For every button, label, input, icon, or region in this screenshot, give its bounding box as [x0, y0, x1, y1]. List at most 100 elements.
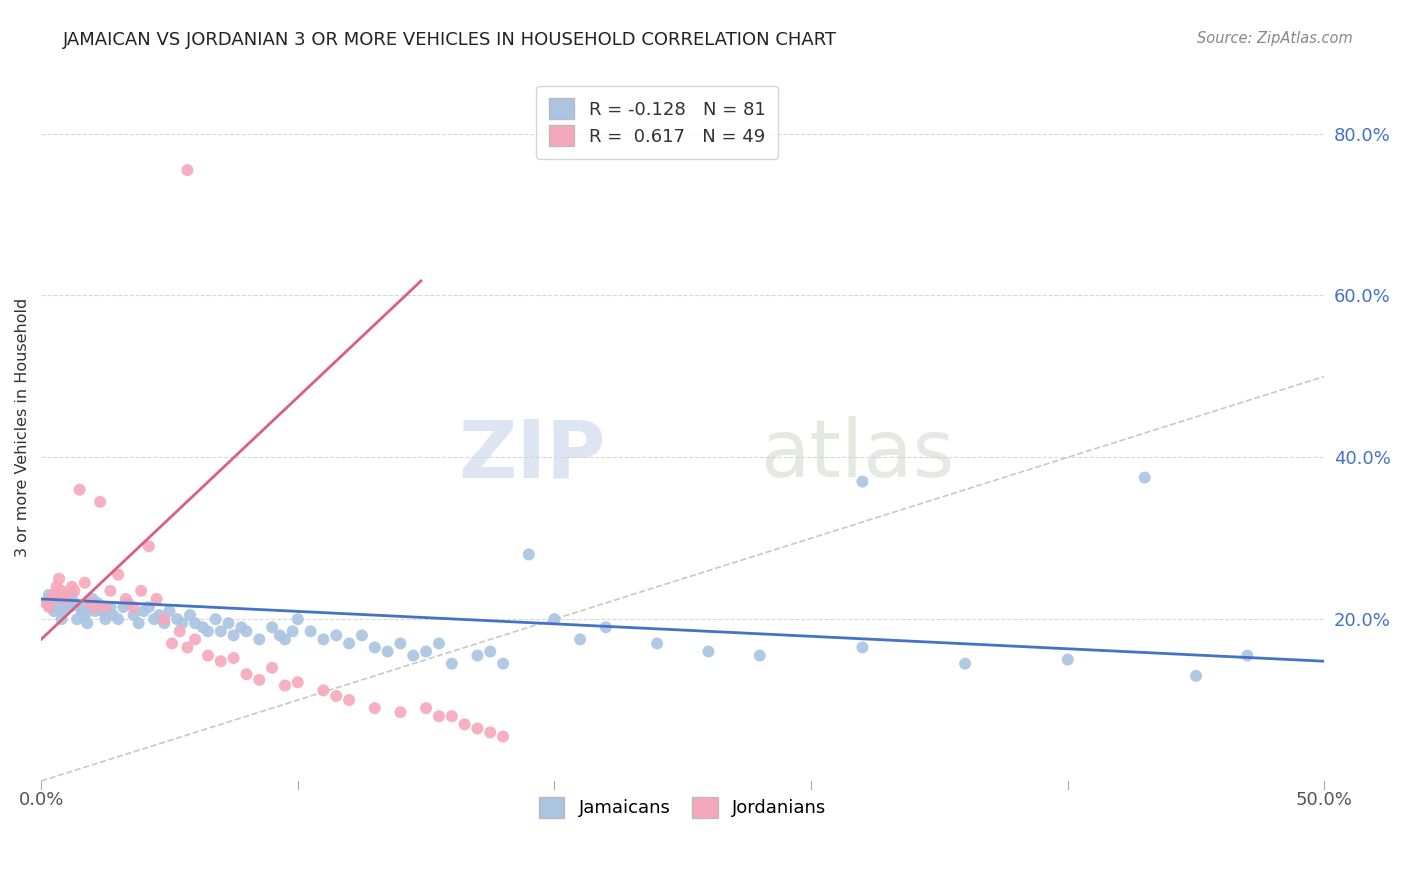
Point	[184, 616, 207, 631]
Point	[51, 583, 73, 598]
Point	[440, 657, 463, 671]
Point	[364, 701, 387, 715]
Point	[35, 596, 58, 610]
Point	[479, 725, 502, 739]
Point	[262, 661, 284, 675]
Point	[122, 608, 145, 623]
Point	[42, 588, 65, 602]
Point	[389, 636, 412, 650]
Point	[38, 600, 60, 615]
Point	[122, 600, 145, 615]
Legend: Jamaicans, Jordanians: Jamaicans, Jordanians	[531, 789, 834, 825]
Point	[160, 636, 183, 650]
Point	[1133, 470, 1156, 484]
Point	[325, 689, 347, 703]
Point	[247, 673, 270, 687]
Point	[176, 640, 198, 655]
Point	[63, 583, 86, 598]
Point	[453, 717, 475, 731]
Point	[69, 483, 91, 497]
Point	[84, 604, 107, 618]
Point	[63, 596, 86, 610]
Point	[94, 612, 117, 626]
Point	[100, 583, 122, 598]
Point	[145, 591, 167, 606]
Point	[350, 628, 373, 642]
Point	[60, 588, 83, 602]
Point	[45, 580, 67, 594]
Point	[128, 616, 150, 631]
Point	[100, 600, 122, 615]
Point	[440, 709, 463, 723]
Point	[35, 596, 58, 610]
Point	[364, 640, 387, 655]
Point	[1185, 669, 1208, 683]
Point	[337, 693, 360, 707]
Point	[41, 591, 63, 606]
Point	[209, 624, 232, 639]
Point	[517, 548, 540, 562]
Point	[197, 624, 219, 639]
Point	[41, 600, 63, 615]
Point	[569, 632, 592, 647]
Point	[209, 654, 232, 668]
Point	[84, 600, 107, 615]
Point	[86, 596, 108, 610]
Point	[325, 628, 347, 642]
Point	[402, 648, 425, 663]
Point	[377, 644, 399, 658]
Point	[107, 612, 129, 626]
Point	[101, 608, 124, 623]
Point	[114, 591, 136, 606]
Point	[389, 705, 412, 719]
Point	[543, 612, 565, 626]
Point	[66, 612, 89, 626]
Point	[748, 648, 770, 663]
Point	[184, 632, 207, 647]
Point	[73, 575, 96, 590]
Point	[53, 604, 76, 618]
Point	[595, 620, 617, 634]
Point	[312, 632, 335, 647]
Point	[69, 600, 91, 615]
Point	[143, 612, 166, 626]
Point	[247, 632, 270, 647]
Point	[129, 583, 152, 598]
Point	[117, 596, 139, 610]
Text: ZIP: ZIP	[458, 417, 606, 494]
Point	[45, 591, 67, 606]
Point	[138, 600, 160, 615]
Point	[51, 612, 73, 626]
Point	[337, 636, 360, 650]
Point	[191, 620, 214, 634]
Point	[851, 640, 873, 655]
Point	[82, 591, 104, 606]
Point	[169, 624, 191, 639]
Y-axis label: 3 or more Vehicles in Household: 3 or more Vehicles in Household	[15, 297, 30, 557]
Point	[415, 701, 437, 715]
Point	[79, 600, 101, 615]
Point	[645, 636, 668, 650]
Point	[953, 657, 976, 671]
Point	[427, 636, 450, 650]
Point	[73, 608, 96, 623]
Point	[91, 604, 114, 618]
Point	[38, 588, 60, 602]
Point	[94, 600, 117, 615]
Point	[166, 612, 188, 626]
Point	[235, 667, 257, 681]
Point	[153, 616, 176, 631]
Point	[467, 722, 489, 736]
Point	[179, 608, 201, 623]
Point	[415, 644, 437, 658]
Point	[281, 624, 304, 639]
Point	[148, 608, 170, 623]
Point	[222, 628, 245, 642]
Point	[269, 628, 291, 642]
Point	[231, 620, 253, 634]
Point	[138, 539, 160, 553]
Point	[48, 600, 70, 615]
Point	[159, 604, 181, 618]
Point	[76, 616, 98, 631]
Point	[492, 730, 515, 744]
